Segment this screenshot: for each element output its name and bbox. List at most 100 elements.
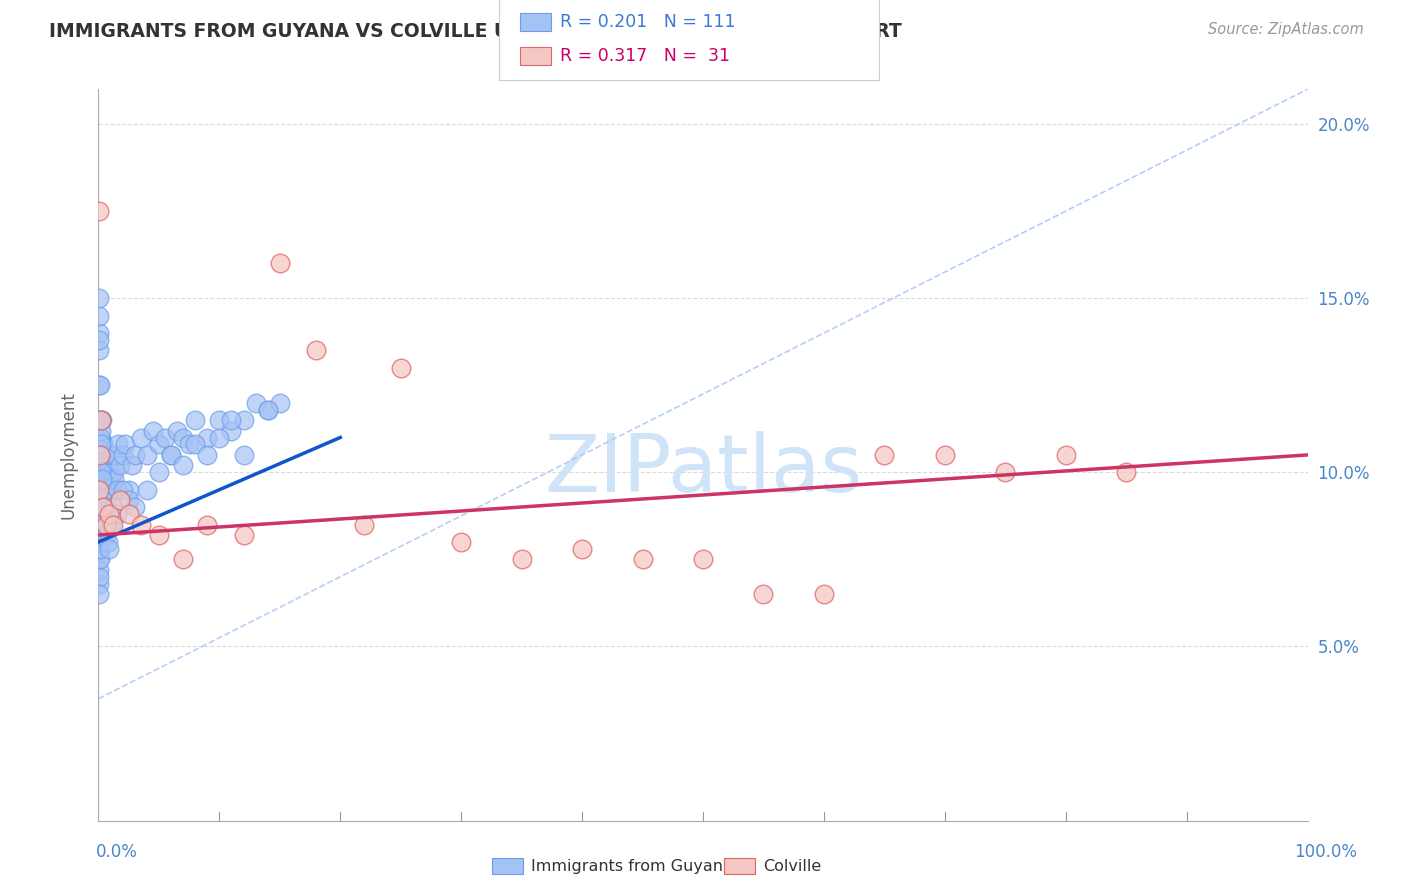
Point: [94, 500, 117, 515]
Point: [118, 483, 141, 497]
Point: [94, 500, 117, 515]
Text: ZIPatlas: ZIPatlas: [544, 431, 862, 508]
Point: [208, 430, 231, 444]
Point: [184, 437, 207, 451]
Point: [107, 437, 129, 451]
Point: [91, 500, 114, 515]
Point: [510, 552, 533, 566]
Point: [91, 507, 114, 521]
Point: [100, 448, 122, 462]
Point: [87, 483, 110, 497]
Point: [87, 204, 110, 219]
Point: [87, 528, 110, 542]
Point: [172, 552, 194, 566]
Point: [148, 528, 170, 542]
Point: [994, 466, 1017, 480]
Point: [103, 472, 125, 486]
Point: [90, 413, 112, 427]
Point: [89, 500, 111, 515]
Point: [90, 466, 112, 480]
Point: [89, 507, 111, 521]
Point: [94, 448, 117, 462]
Point: [256, 402, 278, 417]
Point: [97, 535, 120, 549]
Point: [101, 517, 124, 532]
Point: [305, 343, 328, 358]
Point: [631, 552, 654, 566]
Point: [208, 413, 231, 427]
Point: [101, 466, 124, 480]
Text: 0.0%: 0.0%: [96, 843, 138, 861]
Point: [89, 587, 111, 601]
Point: [135, 448, 157, 462]
Text: R = 0.201   N = 111: R = 0.201 N = 111: [560, 13, 735, 31]
Point: [692, 552, 714, 566]
Text: IMMIGRANTS FROM GUYANA VS COLVILLE UNEMPLOYMENT CORRELATION CHART: IMMIGRANTS FROM GUYANA VS COLVILLE UNEMP…: [49, 22, 903, 41]
Text: Immigrants from Guyana: Immigrants from Guyana: [531, 859, 734, 873]
Point: [195, 448, 218, 462]
Point: [89, 483, 111, 497]
Point: [93, 517, 115, 532]
Point: [111, 448, 134, 462]
Point: [89, 413, 111, 427]
Point: [89, 535, 111, 549]
Point: [89, 563, 111, 577]
Point: [118, 493, 141, 508]
Point: [98, 483, 121, 497]
Y-axis label: Unemployment: Unemployment: [59, 391, 77, 519]
Point: [111, 483, 134, 497]
Point: [91, 493, 114, 508]
Point: [89, 378, 111, 392]
Point: [89, 472, 111, 486]
Point: [91, 507, 114, 521]
Point: [94, 528, 117, 542]
Point: [87, 343, 110, 358]
Point: [148, 466, 170, 480]
Point: [87, 309, 110, 323]
Point: [89, 378, 111, 392]
Point: [752, 587, 775, 601]
Point: [172, 458, 194, 473]
Point: [91, 413, 114, 427]
Point: [108, 493, 131, 508]
Point: [96, 472, 118, 486]
Point: [124, 500, 146, 515]
Point: [89, 333, 111, 347]
Point: [232, 528, 254, 542]
Point: [118, 507, 141, 521]
Point: [160, 448, 183, 462]
Point: [90, 466, 112, 480]
Point: [269, 395, 291, 409]
Point: [571, 541, 593, 556]
Point: [450, 535, 472, 549]
Point: [89, 517, 111, 532]
Point: [91, 517, 114, 532]
Point: [184, 413, 207, 427]
Point: [221, 413, 243, 427]
Point: [89, 524, 111, 539]
Point: [105, 483, 128, 497]
Point: [179, 437, 201, 451]
Text: Colville: Colville: [763, 859, 821, 873]
Point: [96, 517, 118, 532]
Point: [105, 507, 128, 521]
Point: [89, 541, 111, 556]
Point: [873, 448, 896, 462]
Text: R = 0.317   N =  31: R = 0.317 N = 31: [560, 47, 730, 65]
Point: [91, 493, 114, 508]
Point: [195, 430, 218, 444]
Point: [96, 466, 118, 480]
Point: [98, 507, 121, 521]
Point: [97, 458, 120, 473]
Point: [90, 448, 112, 462]
Point: [121, 458, 143, 473]
Point: [90, 430, 112, 444]
Point: [256, 402, 278, 417]
Point: [160, 448, 183, 462]
Point: [221, 424, 243, 438]
Point: [153, 430, 176, 444]
Point: [148, 437, 170, 451]
Point: [89, 541, 111, 556]
Point: [108, 458, 131, 473]
Point: [89, 430, 111, 444]
